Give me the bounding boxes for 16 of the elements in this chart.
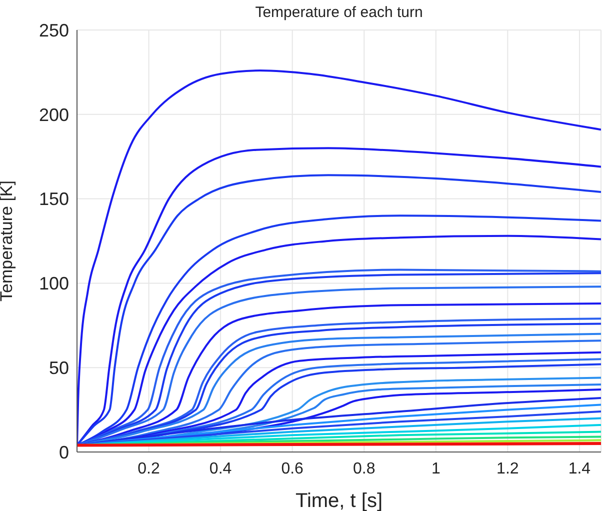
y-tick-label: 0 [58,442,69,462]
x-tick-label: 1 [431,460,440,478]
chart-title: Temperature of each turn [254,4,424,21]
y-axis-title: Temperature [K] [0,180,16,302]
x-tick-label: 0.8 [353,460,376,478]
x-tick-label: 0.2 [138,460,160,478]
y-tick-label: 250 [38,20,69,40]
y-tick-label: 200 [38,104,69,125]
y-tick-label: 50 [48,358,69,378]
x-axis-title: Time, t [s] [295,490,383,511]
x-tick-label: 1.4 [568,460,591,478]
x-tick-label: 0.4 [209,460,232,478]
y-tick-label: 150 [38,189,69,210]
x-tick-label: 1.2 [496,460,519,478]
y-tick-label: 100 [38,274,69,294]
x-tick-label: 0.6 [281,460,304,478]
